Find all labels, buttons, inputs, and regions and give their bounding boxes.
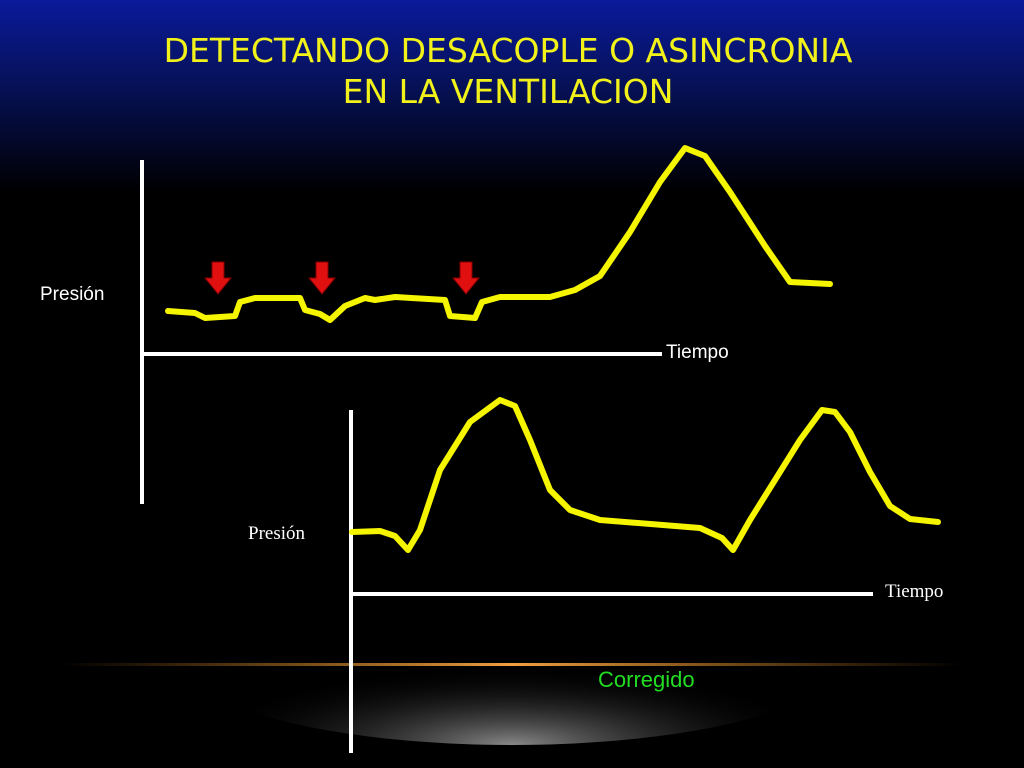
caption: Corregido <box>598 667 695 692</box>
pressure-curve <box>165 145 833 323</box>
glow-line <box>60 663 964 666</box>
pressure-curve <box>349 397 941 553</box>
arrow <box>203 261 233 295</box>
arrows <box>203 261 481 295</box>
arrow <box>451 261 481 295</box>
arrow <box>307 261 337 295</box>
y-label: Presión <box>248 523 306 544</box>
title-line: EN LA VENTILACION <box>343 72 674 111</box>
title-line: DETECTANDO DESACOPLE O ASINCRONIA <box>164 31 853 70</box>
y-label: Presión <box>40 284 104 305</box>
x-label: Tiempo <box>666 342 729 363</box>
x-label: Tiempo <box>885 581 943 602</box>
